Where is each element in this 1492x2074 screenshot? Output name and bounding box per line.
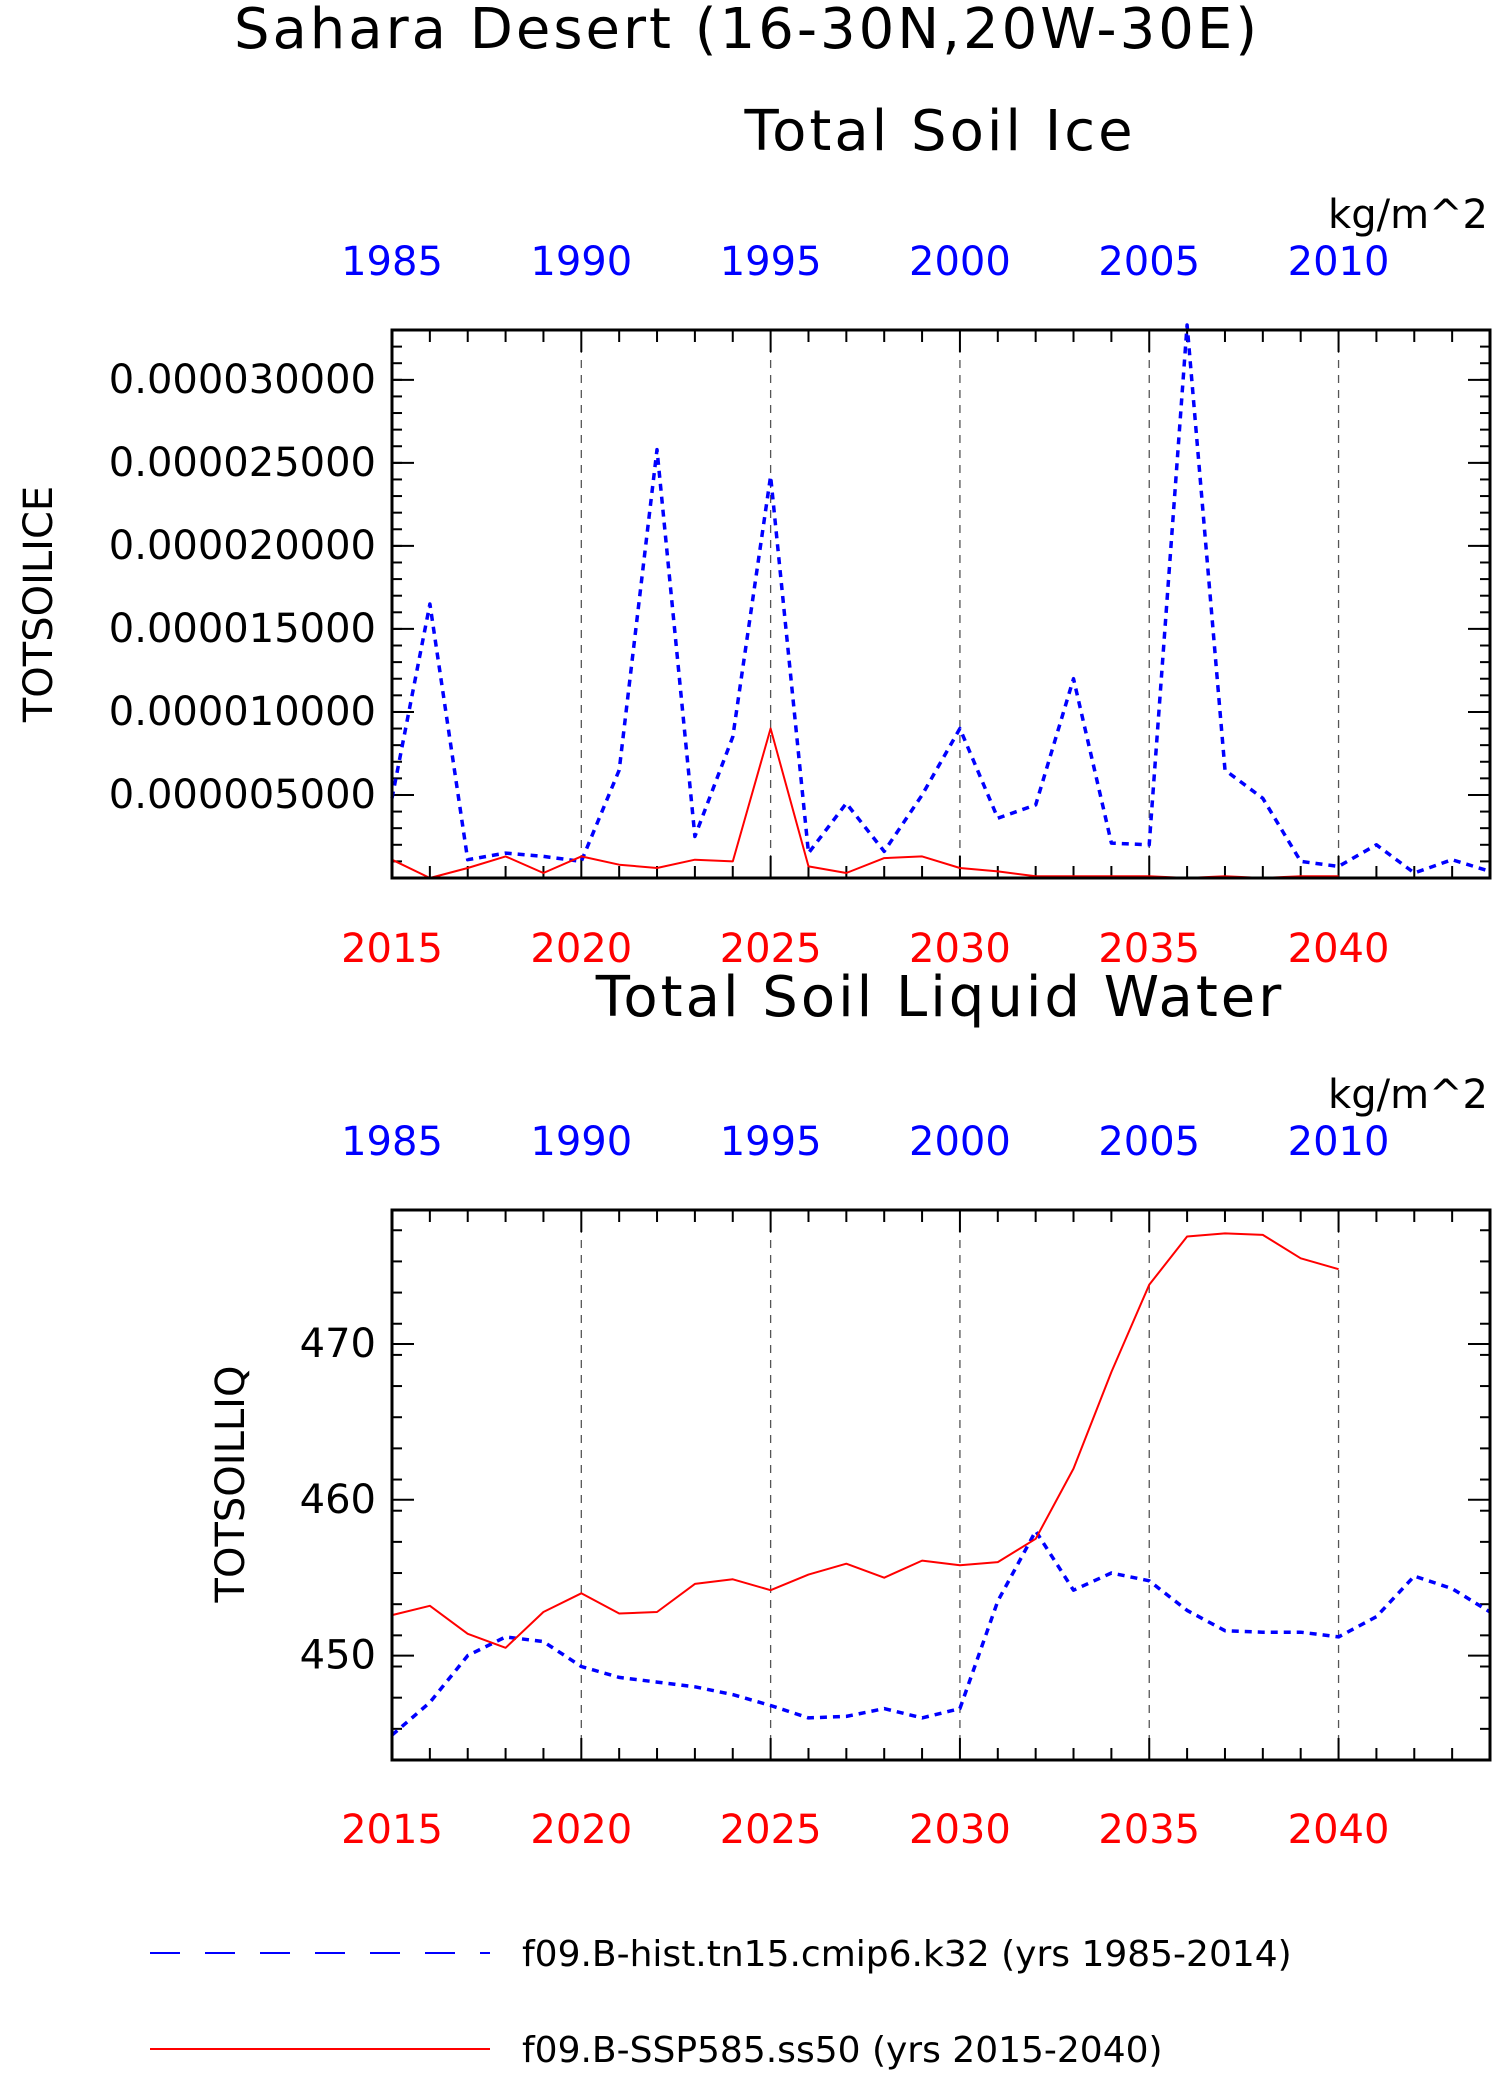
plot-frame: [390, 328, 1492, 880]
y-tick-label: 0.000005000: [109, 772, 376, 818]
x-tick-label: 2020: [530, 1807, 632, 1853]
y-tick-label: 0.000030000: [109, 357, 376, 403]
x-tick-label: 2030: [909, 1807, 1011, 1853]
series-ssp-line: [391, 1232, 1339, 1649]
x-tick-label: 2040: [1288, 926, 1390, 972]
units-label: kg/m^2: [1328, 192, 1488, 238]
y-tick-label: 0.000015000: [109, 606, 376, 652]
x-top-tick-label: 1985: [341, 239, 443, 285]
series-hist-line: [390, 323, 1491, 875]
x-top-tick-label: 1990: [530, 239, 632, 285]
x-tick-label: 2035: [1098, 926, 1200, 972]
x-tick-label: 2025: [720, 1807, 822, 1853]
legend: f09.B-hist.tn15.cmip6.k32 (yrs 1985-2014…: [150, 1934, 1292, 2071]
x-top-tick-label: 2005: [1098, 1119, 1200, 1165]
y-axis-label: TOTSOILLIQ: [208, 1366, 254, 1604]
plot-frame: [390, 1208, 1492, 1762]
soil-liquid-panel: Total Soil Liquid Water kg/m^2 TOTSOILLIQ 2…: [208, 965, 1492, 1853]
x-top-tick-label: 1995: [720, 239, 822, 285]
units-label: kg/m^2: [1328, 1072, 1488, 1118]
y-tick-label: 470: [300, 1321, 376, 1367]
legend-ssp-label: f09.B-SSP585.ss50 (yrs 2015-2040): [522, 2030, 1163, 2071]
x-top-tick-label: 2005: [1098, 239, 1200, 285]
x-tick-label: 2015: [341, 1807, 443, 1853]
soil-ice-panel: Total Soil Ice kg/m^2 TOTSOILICE 2015 2020 20…: [16, 99, 1492, 972]
x-top-tick-label: 1995: [720, 1119, 822, 1165]
x-top-tick-label: 2010: [1288, 239, 1390, 285]
y-tick-label: 460: [300, 1477, 376, 1523]
legend-hist-label: f09.B-hist.tn15.cmip6.k32 (yrs 1985-2014…: [522, 1934, 1292, 1975]
figure-title: Sahara Desert (16-30N,20W-30E): [234, 0, 1260, 62]
x-tick-label: 2030: [909, 926, 1011, 972]
x-tick-label: 2040: [1288, 1807, 1390, 1853]
x-top-tick-label: 1990: [530, 1119, 632, 1165]
x-tick-label: 2020: [530, 926, 632, 972]
y-tick-label: 0.000020000: [109, 523, 376, 569]
x-top-tick-label: 2010: [1288, 1119, 1390, 1165]
x-tick-label: 2035: [1098, 1807, 1200, 1853]
x-top-tick-label: 2000: [909, 1119, 1011, 1165]
x-top-tick-label: 1985: [341, 1119, 443, 1165]
x-tick-label: 2015: [341, 926, 443, 972]
x-top-tick-label: 2000: [909, 239, 1011, 285]
y-tick-label: 450: [300, 1633, 376, 1679]
y-axis-label: TOTSOILICE: [16, 486, 62, 723]
panel-title: Total Soil Liquid Water: [595, 965, 1285, 1030]
y-tick-label: 0.000025000: [109, 440, 376, 486]
x-tick-label: 2025: [720, 926, 822, 972]
series-hist-line: [390, 1529, 1491, 1737]
y-tick-label: 0.000010000: [109, 689, 376, 735]
panel-title: Total Soil Ice: [743, 99, 1135, 164]
